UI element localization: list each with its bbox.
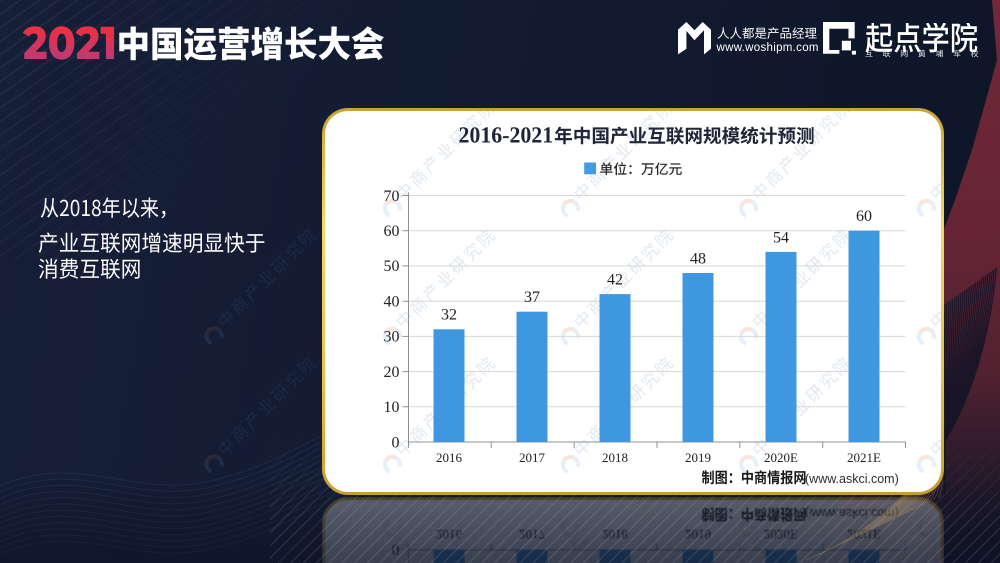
svg-text:20: 20 <box>383 363 399 380</box>
svg-text:40: 40 <box>383 293 399 310</box>
svg-text:2017: 2017 <box>519 450 546 465</box>
svg-text:10: 10 <box>383 399 399 416</box>
svg-text:48: 48 <box>690 250 706 267</box>
svg-text:50: 50 <box>383 258 399 275</box>
svg-text:60: 60 <box>383 223 399 240</box>
svg-text:0: 0 <box>391 434 399 451</box>
svg-text:60: 60 <box>856 208 872 225</box>
svg-text:2021E: 2021E <box>847 450 881 465</box>
svg-text:2018: 2018 <box>602 450 628 465</box>
svg-text:32: 32 <box>441 306 457 323</box>
svg-text:37: 37 <box>524 289 540 306</box>
svg-text:(www.askci.com): (www.askci.com) <box>805 472 899 486</box>
svg-text:70: 70 <box>383 187 399 204</box>
svg-text:2020E: 2020E <box>764 450 798 465</box>
svg-text:2016: 2016 <box>436 450 463 465</box>
svg-text:2019: 2019 <box>685 450 711 465</box>
svg-text:42: 42 <box>607 271 623 288</box>
svg-text:30: 30 <box>383 328 399 345</box>
svg-text:54: 54 <box>773 229 789 246</box>
